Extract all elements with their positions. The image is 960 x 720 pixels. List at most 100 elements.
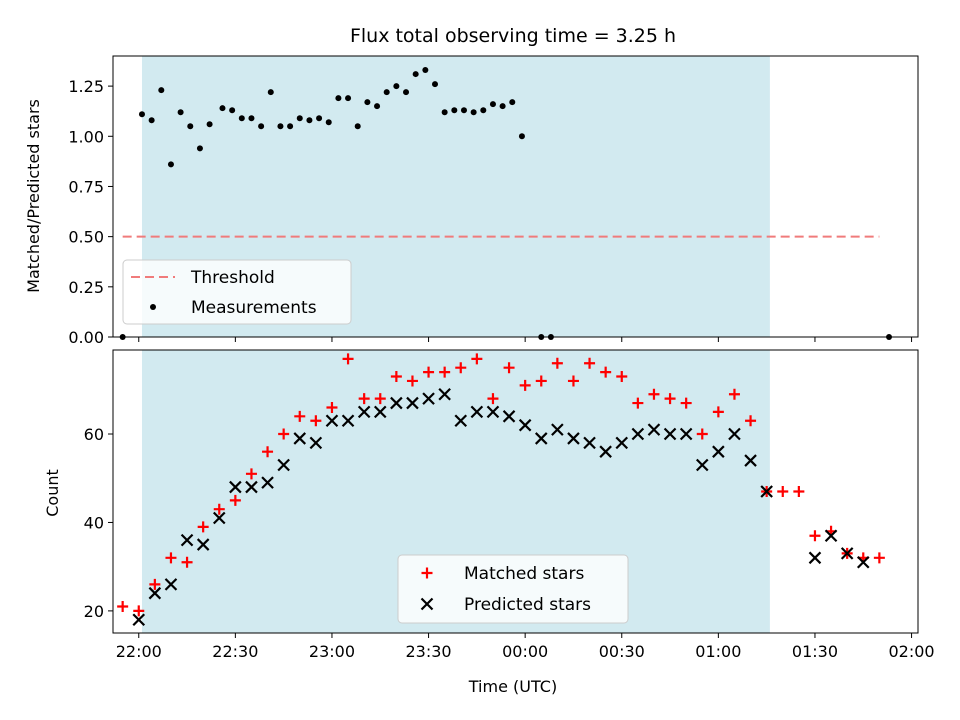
predicted-star-point <box>454 414 468 428</box>
measurement-point <box>470 109 477 116</box>
top-panel: 0.00 0.25 0.50 0.75 1.00 1.25 Threshold Measure… <box>68 55 919 347</box>
predicted-star-point <box>599 445 612 458</box>
top-legend: Threshold Measurements <box>122 259 352 325</box>
legend-predicted-swatch <box>420 597 434 611</box>
predicted-star-point <box>824 529 838 542</box>
predicted-star-point <box>470 405 484 419</box>
matched-star-point <box>181 556 193 568</box>
predicted-star-point <box>486 405 500 419</box>
predicted-star-point <box>551 423 564 436</box>
measurement-point <box>167 161 174 168</box>
y-tick-label: 0.00 <box>68 328 104 347</box>
matched-star-point <box>696 428 708 440</box>
matched-star-point <box>793 486 805 497</box>
matched-star-point <box>455 362 467 374</box>
measurement-point <box>148 117 155 124</box>
x-tick-label: 00:30 <box>599 642 645 661</box>
matched-star-point <box>471 353 483 365</box>
matched-star-point <box>358 393 370 405</box>
predicted-star-point <box>647 423 661 436</box>
y-tick-label: 0.50 <box>68 228 104 247</box>
measurement-point <box>296 115 303 122</box>
measurement-point <box>518 133 525 140</box>
top-axes-frame <box>112 55 919 338</box>
measurement-point <box>238 115 245 122</box>
bottom-panel: 22:00 22:30 23:00 23:30 00:00 00:30 01:00 01:30… <box>84 349 935 661</box>
measurement-point <box>460 107 467 114</box>
matched-star-point <box>535 375 547 387</box>
predicted-star-point <box>534 432 548 445</box>
predicted-star-point <box>245 480 258 494</box>
legend-box <box>397 554 629 624</box>
predicted-star-point <box>422 392 435 405</box>
predicted-star-point <box>583 436 596 450</box>
matched-star-point <box>680 397 692 409</box>
top-y-axis-label: Matched/Predicted stars <box>24 99 43 293</box>
matched-star-point <box>294 410 306 422</box>
predicted-star-point <box>325 414 339 428</box>
predicted-star-point <box>357 405 371 419</box>
matched-star-point <box>117 600 129 612</box>
matched-star-point <box>262 446 274 458</box>
measurement-point <box>335 95 342 102</box>
predicted-star-point <box>406 396 419 410</box>
measurement-point <box>306 117 313 124</box>
predicted-star-point <box>132 613 146 627</box>
matched-star-point <box>648 388 660 400</box>
matched-star-point <box>503 362 515 374</box>
matched-star-point <box>439 366 451 378</box>
predicted-star-point <box>840 547 854 560</box>
x-tick-label: 01:00 <box>695 642 741 661</box>
matched-star-point <box>600 366 612 378</box>
matched-star-point <box>245 468 257 480</box>
measurement-point <box>480 107 487 114</box>
matched-star-point <box>278 428 290 440</box>
measurement-point <box>258 123 265 130</box>
measurement-point <box>248 115 255 122</box>
matched-star-point <box>584 357 596 369</box>
matched-star-point <box>664 393 676 405</box>
measurement-point <box>441 109 448 116</box>
matched-star-point <box>616 371 628 383</box>
y-tick-label: 1.25 <box>68 77 104 96</box>
measurement-point <box>383 89 390 96</box>
matched-star-point <box>342 353 354 365</box>
y-tick-label: 0.25 <box>68 278 104 297</box>
predicted-star-point <box>712 445 725 458</box>
legend-threshold-label: Threshold <box>190 268 275 288</box>
measurement-point <box>138 111 145 118</box>
bottom-legend: Matched stars Predicted stars <box>397 554 629 624</box>
legend-measurements-swatch <box>150 304 156 310</box>
measurement-point <box>196 145 203 152</box>
predicted-star-point <box>341 414 355 428</box>
predicted-star-point <box>567 432 580 445</box>
predicted-star-point <box>502 410 516 423</box>
y-tick-label: 40 <box>84 513 104 532</box>
matched-star-point <box>632 397 644 409</box>
predicted-star-point <box>744 454 757 467</box>
matched-star-point <box>149 578 161 590</box>
x-tick-label: 02:00 <box>889 642 935 661</box>
measurement-point <box>316 115 323 122</box>
predicted-star-point <box>277 458 290 472</box>
predicted-star-point <box>760 485 773 498</box>
measurement-point <box>267 89 274 96</box>
measurement-point <box>277 123 284 130</box>
matched-star-point <box>229 494 241 506</box>
predicted-star-point <box>679 427 693 441</box>
matched-star-point <box>133 605 145 617</box>
predicted-star-point <box>261 476 274 489</box>
predicted-star-point <box>663 427 677 441</box>
predicted-star-point <box>615 436 629 450</box>
measurement-point <box>187 123 194 130</box>
matched-star-point <box>326 401 338 413</box>
matched-star-point <box>777 486 789 497</box>
matched-star-point <box>873 552 885 564</box>
x-tick-label: 22:00 <box>116 642 162 661</box>
measurement-point <box>393 83 400 90</box>
matched-star-point <box>809 530 821 542</box>
measurement-point <box>403 89 410 96</box>
x-tick-label: 01:30 <box>792 642 838 661</box>
x-tick-label: 23:00 <box>309 642 355 661</box>
